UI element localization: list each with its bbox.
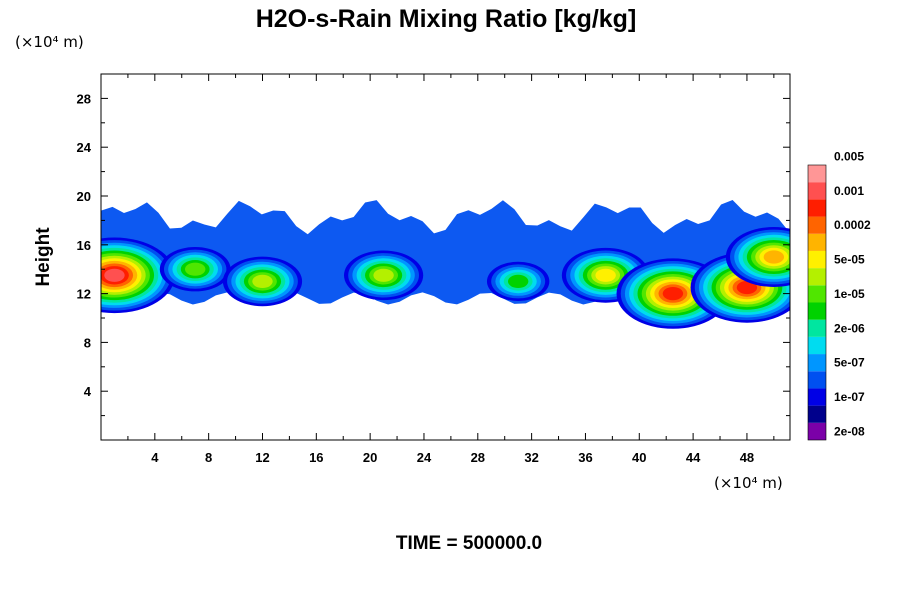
colorbar-swatch (808, 422, 826, 440)
x-tick-label: 16 (309, 450, 323, 465)
y-axis-label: Height (33, 227, 54, 287)
y-tick-label: 24 (77, 140, 92, 155)
colorbar-swatch (808, 319, 826, 337)
colorbar-label: 0.005 (834, 149, 864, 163)
x-tick-label: 20 (363, 450, 377, 465)
x-axis-unit-label: (×10⁴ m) (714, 474, 783, 492)
x-tick-label: 28 (471, 450, 485, 465)
y-axis-ticks: 4 8 12 16 20 24 28 (77, 91, 790, 417)
y-tick-label: 20 (77, 189, 91, 204)
colorbar-swatch (808, 268, 826, 286)
colorbar-swatch (808, 336, 826, 355)
y-tick-label: 16 (77, 238, 91, 253)
colorbar-swatch (808, 182, 826, 200)
field-contour-blob (736, 280, 758, 295)
field-contour-blob (373, 268, 394, 282)
colorbar-swatch (808, 388, 826, 406)
x-tick-label: 44 (686, 450, 701, 465)
colorbar-swatch (808, 216, 826, 234)
y-tick-label: 28 (77, 91, 91, 106)
colorbar-swatch (808, 199, 826, 217)
colorbar-swatch (808, 371, 826, 389)
x-tick-label: 40 (632, 450, 646, 465)
field-contours (101, 199, 790, 329)
colorbar: 2e-08 1e-07 5e-07 2e-06 1e-05 5e-05 0.0002 0.00… (807, 149, 871, 441)
field-contour-blob (252, 274, 273, 288)
y-axis-unit-label: (×10⁴ m) (15, 33, 84, 51)
y-tick-label: 8 (84, 335, 91, 350)
colorbar-label: 1e-07 (834, 390, 865, 404)
field-contour-blob (662, 287, 684, 301)
x-axis-ticks: 4 8 12 16 20 24 28 32 36 40 44 48 (127, 74, 775, 465)
colorbar-label: 0.001 (834, 184, 864, 198)
y-tick-label: 12 (77, 287, 91, 302)
colorbar-swatch (808, 165, 826, 183)
colorbar-label: 5e-07 (834, 356, 865, 370)
x-tick-label: 32 (524, 450, 538, 465)
colorbar-label: 1e-05 (834, 287, 865, 301)
plot-frame (100, 73, 791, 441)
x-tick-label: 24 (417, 450, 432, 465)
colorbar-label: 5e-05 (834, 253, 865, 267)
colorbar-swatch (808, 302, 826, 320)
time-label: TIME = 500000.0 (396, 533, 542, 554)
x-tick-label: 36 (578, 450, 592, 465)
rain-mixing-ratio-field (101, 199, 790, 329)
colorbar-swatch (808, 250, 826, 269)
colorbar-label: 2e-08 (834, 424, 865, 438)
x-tick-label: 8 (205, 450, 212, 465)
colorbar-frame (807, 164, 827, 441)
field-contour-blob (184, 262, 206, 276)
field-contour-blob (104, 268, 125, 282)
colorbar-swatch (808, 405, 826, 423)
field-contour-blob (595, 268, 616, 282)
y-tick-label: 4 (84, 384, 92, 399)
colorbar-swatch (808, 233, 826, 251)
field-contour-blob (507, 274, 529, 288)
field-contour-blob (763, 250, 785, 264)
colorbar-label: 2e-06 (834, 321, 865, 335)
x-tick-label: 12 (255, 450, 269, 465)
x-tick-label: 4 (151, 450, 159, 465)
colorbar-swatch (808, 285, 826, 303)
chart-title: H2O-s-Rain Mixing Ratio [kg/kg] (256, 5, 637, 33)
colorbar-label: 0.0002 (834, 218, 871, 232)
colorbar-swatch (808, 354, 826, 372)
x-tick-label: 48 (740, 450, 754, 465)
